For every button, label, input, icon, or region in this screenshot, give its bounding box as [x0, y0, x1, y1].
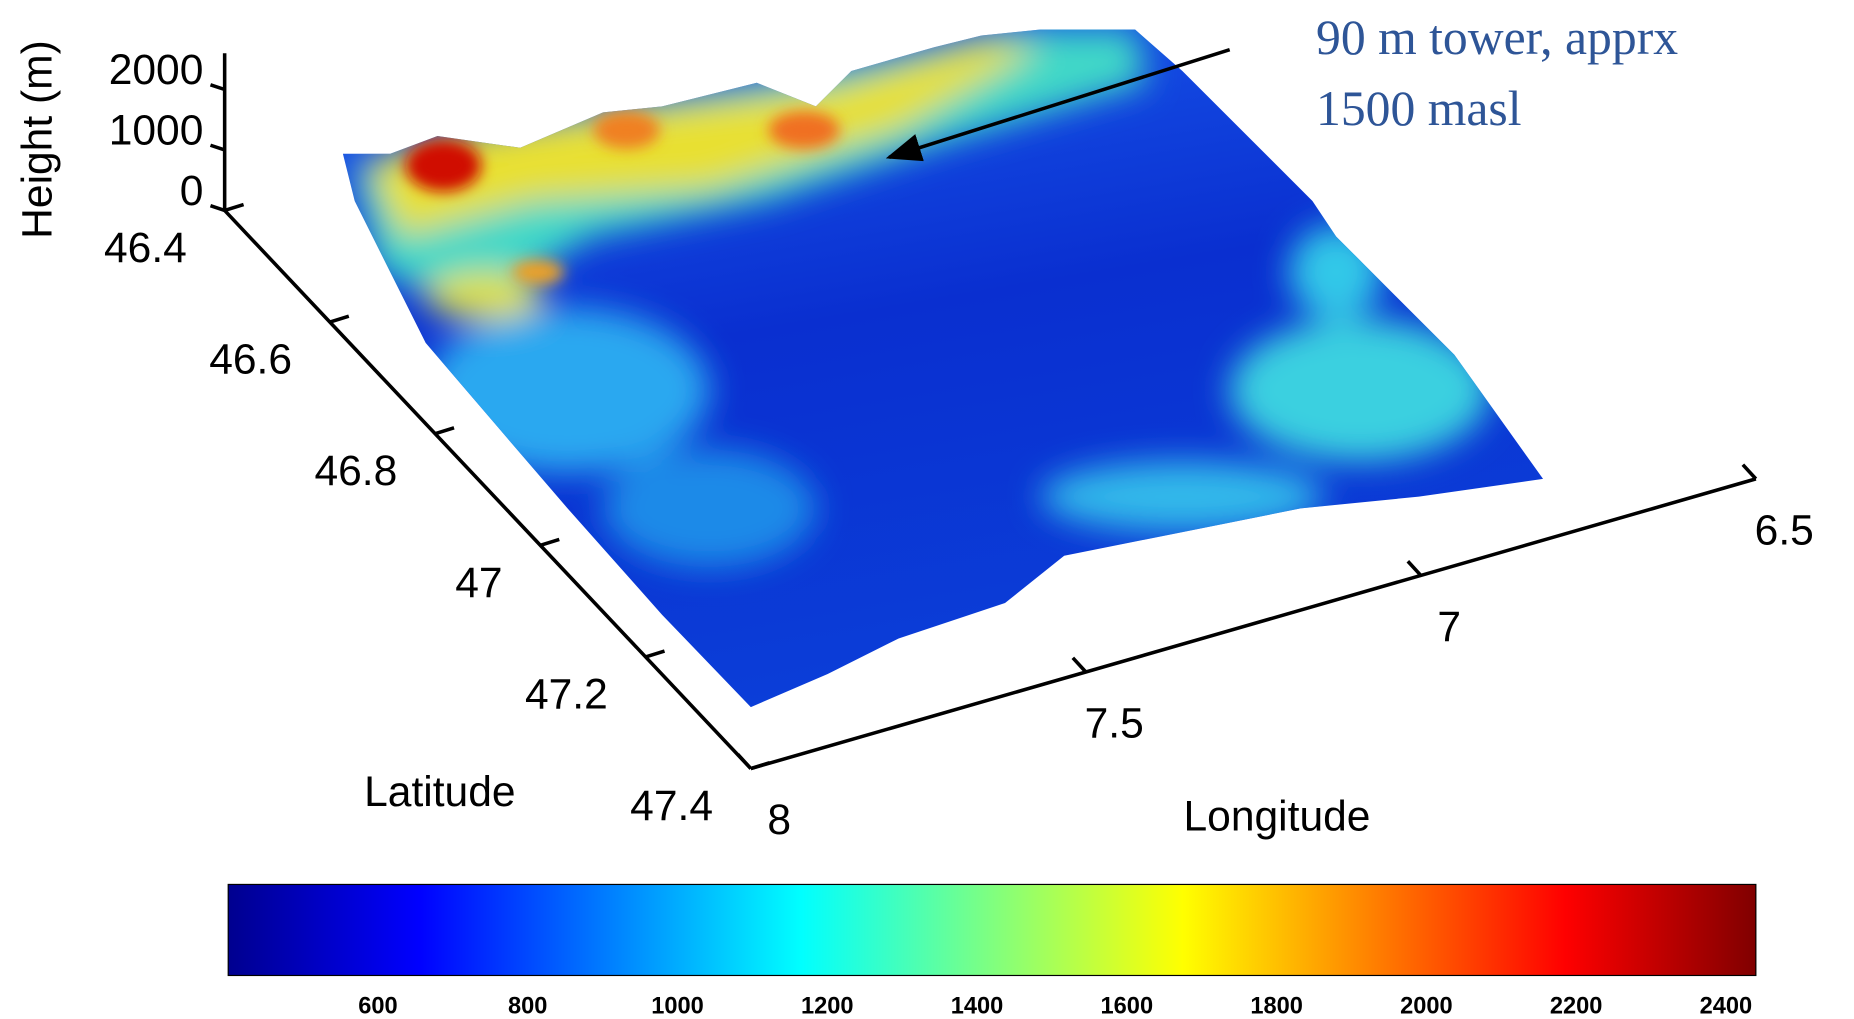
- plot-area: 46.4 46.6 46.8 47 47.2 47.4 8 7.5 7 6.5 0 1000 2000 L…: [13, 10, 1813, 1019]
- colorbar-tick-label: 1200: [801, 994, 854, 1019]
- y-tick: [434, 426, 455, 436]
- x-axis-label: Longitude: [1184, 793, 1371, 841]
- x-tick: [736, 753, 753, 770]
- y-tick-label: 46.8: [314, 447, 397, 495]
- colorbar-tick-label: 1000: [651, 994, 704, 1019]
- y-tick: [224, 202, 245, 213]
- colorbar-tick-label: 2200: [1550, 994, 1603, 1019]
- z-tick: [209, 143, 226, 152]
- z-axis-label: Height (m): [13, 40, 61, 239]
- y-tick: [329, 314, 350, 324]
- x-tick-label: 8: [767, 796, 791, 844]
- latitude-axis: [223, 209, 753, 770]
- x-tick-label: 7: [1437, 603, 1461, 651]
- y-axis-label: Latitude: [364, 768, 515, 816]
- y-tick: [750, 760, 771, 771]
- y-tick-label: 47: [455, 559, 502, 607]
- x-tick: [1071, 656, 1088, 674]
- longitude-axis: [750, 477, 1757, 771]
- y-tick: [645, 649, 666, 659]
- colorbar-tick-label: 1800: [1250, 994, 1303, 1019]
- colorbar-tick-label: 2000: [1400, 994, 1453, 1019]
- x-tick-label: 7.5: [1085, 700, 1144, 748]
- y-tick-label: 46.4: [104, 224, 187, 272]
- x-tick-label: 6.5: [1755, 507, 1814, 555]
- colorbar-tick-label: 800: [508, 994, 547, 1019]
- x-tick: [1406, 560, 1423, 577]
- y-tick-label: 46.6: [209, 336, 292, 384]
- y-tick: [539, 537, 560, 548]
- z-tick: [209, 83, 226, 92]
- colorbar-tick-label: 1600: [1101, 994, 1154, 1019]
- z-tick-label: 2000: [109, 46, 204, 94]
- annotation: 90 m tower, apprx: [1316, 10, 1678, 65]
- colorbar: [227, 883, 1757, 977]
- colorbar-tick-label: 600: [358, 994, 397, 1019]
- z-tick-label: 0: [180, 167, 204, 215]
- z-tick: [209, 204, 226, 213]
- annotation-arrow: [885, 47, 1231, 162]
- z-tick-label: 1000: [109, 107, 204, 155]
- colorbar-tick-label: 2400: [1700, 994, 1753, 1019]
- annotation: 1500 masl: [1316, 81, 1522, 136]
- axes: 46.4 46.6 46.8 47 47.2 47.4 8 7.5 7 6.5 0 1000 2000 L…: [13, 10, 1813, 1019]
- colorbar-tick-label: 1400: [951, 994, 1004, 1019]
- x-tick: [1741, 463, 1758, 481]
- y-tick-label: 47.2: [525, 670, 608, 718]
- y-tick-label: 47.4: [630, 782, 713, 830]
